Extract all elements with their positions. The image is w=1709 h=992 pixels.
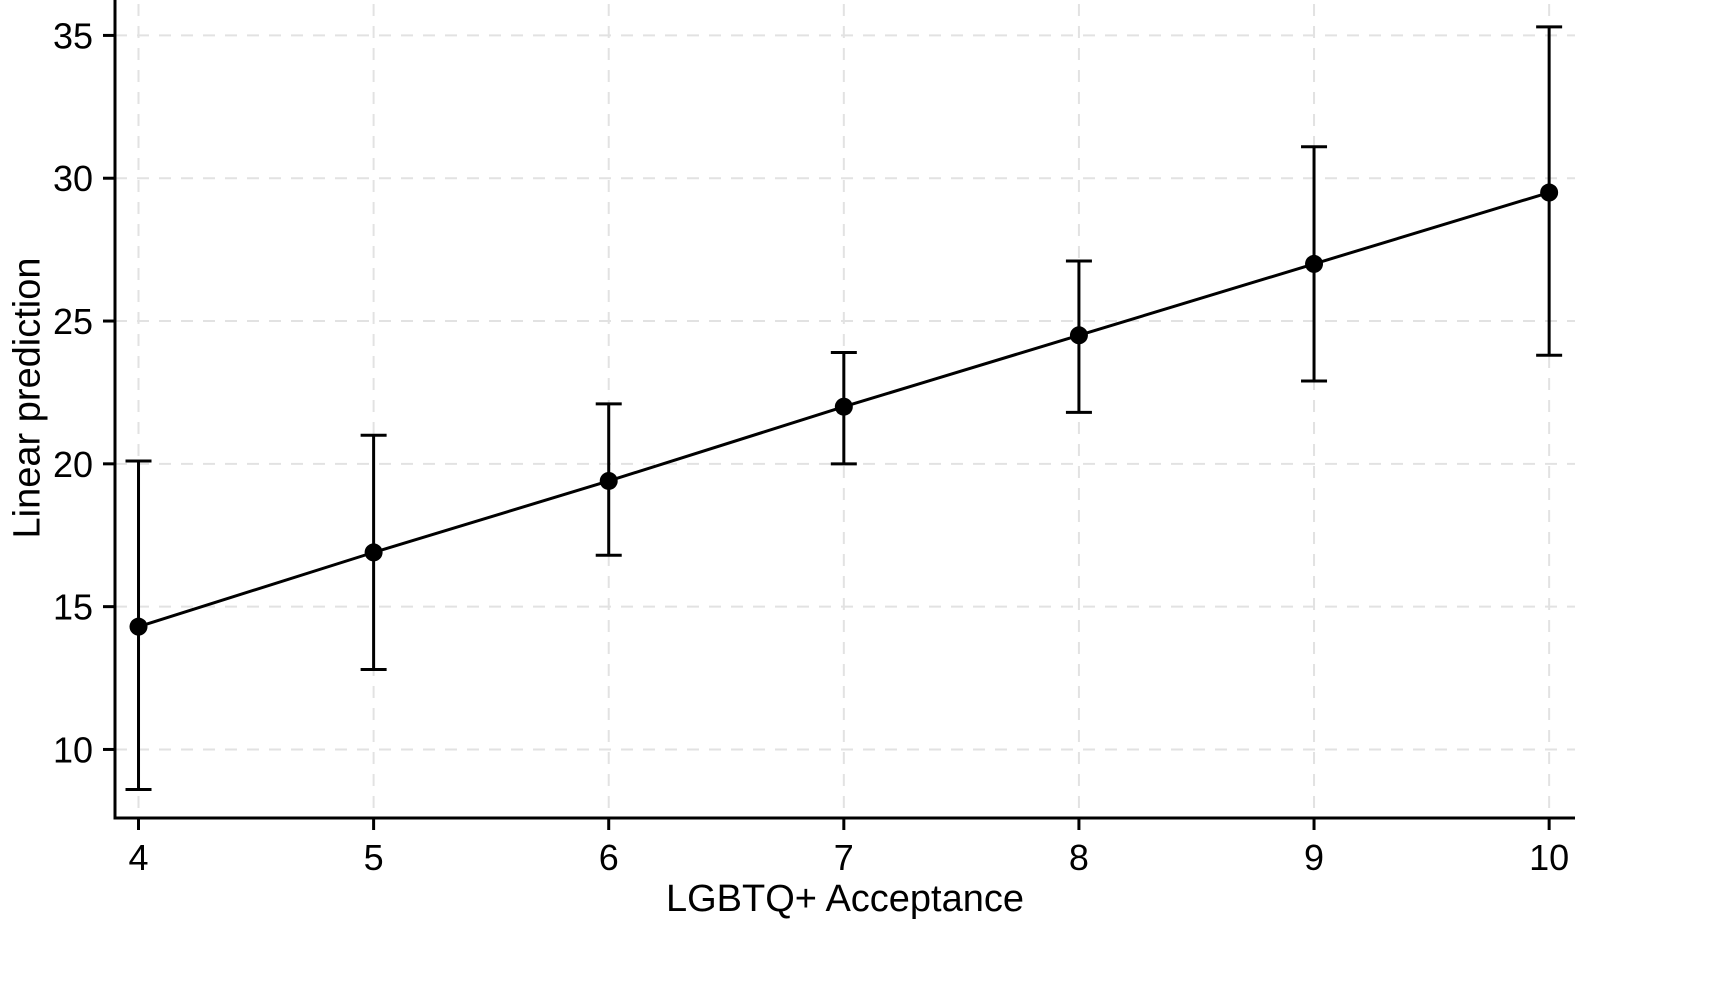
x-tick-label: 6 [599,837,619,878]
data-point [129,617,148,636]
x-tick-label: 5 [364,837,384,878]
x-tick-label: 9 [1304,837,1324,878]
data-point [1540,183,1559,202]
x-tick-label: 4 [128,837,148,878]
x-tick-label: 10 [1529,837,1569,878]
y-tick-label: 25 [53,301,93,342]
x-axis-title: LGBTQ+ Acceptance [665,878,1025,920]
data-point [834,397,853,416]
y-tick-label: 20 [53,444,93,485]
x-tick-label: 8 [1069,837,1089,878]
data-point [1069,326,1088,345]
y-tick-label: 30 [53,158,93,199]
data-point [599,471,618,490]
data-point [1305,254,1324,273]
x-tick-label: 7 [834,837,854,878]
y-tick-label: 15 [53,587,93,628]
y-tick-label: 35 [53,15,93,56]
y-axis-title: Linear prediction [6,257,49,539]
data-point [364,543,383,562]
y-tick-label: 10 [53,729,93,770]
